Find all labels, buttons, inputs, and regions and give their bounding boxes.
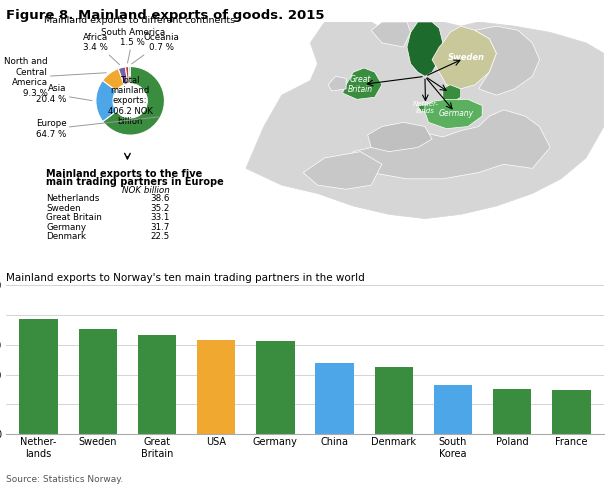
Bar [256, 341, 295, 434]
Bar [20, 319, 58, 434]
Wedge shape [102, 69, 124, 91]
Polygon shape [343, 68, 382, 100]
Text: Germany: Germany [439, 109, 474, 119]
Text: Oceania
0.7 %: Oceania 0.7 % [132, 33, 179, 64]
Wedge shape [129, 66, 130, 84]
Text: Sweden: Sweden [448, 53, 484, 62]
Text: 35.2: 35.2 [150, 203, 170, 213]
Text: Asia
20.4 %: Asia 20.4 % [37, 84, 92, 103]
Text: NOK billion: NOK billion [122, 186, 170, 195]
Bar [79, 329, 117, 434]
Text: Sweden: Sweden [46, 203, 81, 213]
Polygon shape [346, 110, 550, 179]
Bar [315, 363, 354, 434]
Text: 33.1: 33.1 [150, 213, 170, 223]
Polygon shape [418, 103, 436, 112]
Polygon shape [246, 22, 604, 219]
Bar [552, 390, 590, 434]
Polygon shape [475, 26, 539, 95]
Wedge shape [118, 67, 127, 85]
Bar [434, 385, 472, 434]
Wedge shape [103, 66, 165, 135]
Polygon shape [371, 22, 411, 47]
Text: 38.6: 38.6 [150, 194, 170, 203]
Text: North and
Central
America
9.3 %: North and Central America 9.3 % [4, 58, 106, 98]
Text: Germany: Germany [46, 223, 86, 232]
Text: Nether-
lands: Nether- lands [412, 101, 439, 114]
Polygon shape [303, 152, 382, 189]
Bar [138, 335, 176, 434]
Polygon shape [425, 100, 482, 129]
Text: Africa
3.4 %: Africa 3.4 % [83, 33, 120, 65]
Text: South America
1.5 %: South America 1.5 % [101, 28, 165, 63]
Text: Great
Britain: Great Britain [348, 75, 373, 94]
Polygon shape [432, 26, 497, 89]
Text: Europe
64.7 %: Europe 64.7 % [36, 117, 159, 139]
Text: 31.7: 31.7 [150, 223, 170, 232]
Text: Total
mainland
exports:
406.2 NOK
billion: Total mainland exports: 406.2 NOK billio… [108, 76, 152, 126]
Text: 22.5: 22.5 [150, 232, 170, 242]
Polygon shape [328, 76, 346, 91]
Text: Great Britain: Great Britain [46, 213, 102, 223]
Text: Netherlands: Netherlands [46, 194, 99, 203]
Polygon shape [407, 22, 443, 76]
Bar [375, 367, 413, 434]
Text: Denmark: Denmark [46, 232, 86, 242]
Polygon shape [443, 85, 461, 102]
Bar [197, 340, 235, 434]
Bar [493, 389, 531, 434]
Wedge shape [96, 81, 117, 122]
Text: Figure 8. Mainland exports of goods. 2015: Figure 8. Mainland exports of goods. 201… [6, 9, 325, 22]
Polygon shape [368, 122, 432, 152]
Text: main trading partners in Europe: main trading partners in Europe [46, 177, 224, 187]
Text: Mainland exports to Norway's ten main trading partners in the world: Mainland exports to Norway's ten main tr… [6, 273, 365, 283]
Text: Mainland exports to the five: Mainland exports to the five [46, 169, 203, 180]
Text: Mainland exports to different continents: Mainland exports to different continents [45, 16, 235, 25]
Wedge shape [126, 66, 129, 84]
Text: Source: Statistics Norway.: Source: Statistics Norway. [6, 475, 123, 484]
